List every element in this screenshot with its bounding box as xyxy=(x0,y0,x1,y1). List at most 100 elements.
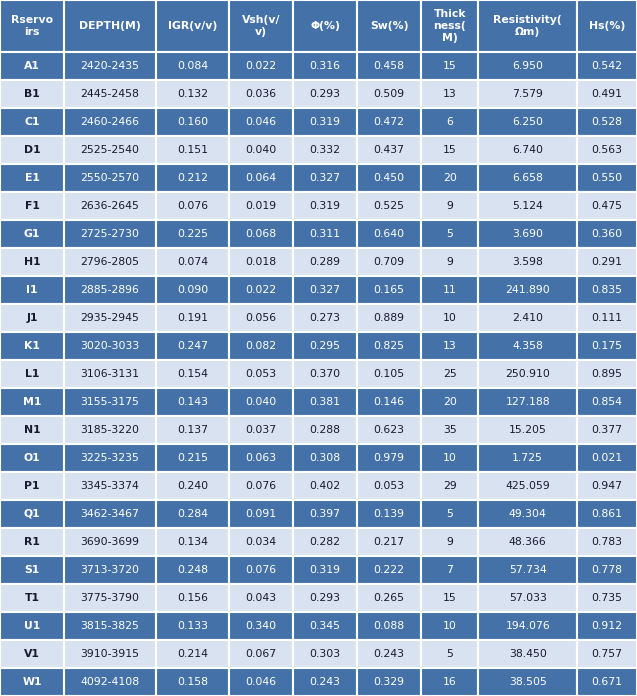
Text: Thick
ness(
M): Thick ness( M) xyxy=(433,9,466,42)
Text: 2550-2570: 2550-2570 xyxy=(80,173,140,183)
Text: 425.059: 425.059 xyxy=(505,481,550,491)
FancyBboxPatch shape xyxy=(478,500,577,528)
FancyBboxPatch shape xyxy=(64,108,156,136)
Text: 16: 16 xyxy=(443,677,457,687)
FancyBboxPatch shape xyxy=(293,248,357,276)
Text: 15: 15 xyxy=(443,593,457,603)
FancyBboxPatch shape xyxy=(293,472,357,500)
Text: 2.410: 2.410 xyxy=(512,313,543,323)
Text: 10: 10 xyxy=(443,453,457,463)
Text: C1: C1 xyxy=(24,117,39,127)
FancyBboxPatch shape xyxy=(478,164,577,192)
Text: 0.222: 0.222 xyxy=(374,565,404,575)
FancyBboxPatch shape xyxy=(478,192,577,220)
Text: 0.158: 0.158 xyxy=(177,677,208,687)
Text: 0.623: 0.623 xyxy=(374,425,404,435)
FancyBboxPatch shape xyxy=(293,192,357,220)
FancyBboxPatch shape xyxy=(156,248,229,276)
Text: 0.319: 0.319 xyxy=(310,117,341,127)
FancyBboxPatch shape xyxy=(421,612,478,640)
FancyBboxPatch shape xyxy=(478,640,577,668)
FancyBboxPatch shape xyxy=(577,80,637,108)
Text: N1: N1 xyxy=(24,425,40,435)
Text: 5: 5 xyxy=(447,509,453,519)
FancyBboxPatch shape xyxy=(0,584,64,612)
FancyBboxPatch shape xyxy=(357,668,421,696)
Text: 10: 10 xyxy=(443,313,457,323)
Text: 0.243: 0.243 xyxy=(374,649,404,659)
FancyBboxPatch shape xyxy=(421,584,478,612)
Text: 0.212: 0.212 xyxy=(177,173,208,183)
Text: 2796-2805: 2796-2805 xyxy=(80,257,140,267)
Text: 0.191: 0.191 xyxy=(177,313,208,323)
FancyBboxPatch shape xyxy=(478,556,577,584)
FancyBboxPatch shape xyxy=(478,136,577,164)
FancyBboxPatch shape xyxy=(421,164,478,192)
FancyBboxPatch shape xyxy=(577,136,637,164)
FancyBboxPatch shape xyxy=(478,80,577,108)
FancyBboxPatch shape xyxy=(421,388,478,416)
FancyBboxPatch shape xyxy=(64,472,156,500)
Text: 241.890: 241.890 xyxy=(505,285,550,295)
Text: 3690-3699: 3690-3699 xyxy=(80,537,140,547)
Text: 127.188: 127.188 xyxy=(505,397,550,407)
FancyBboxPatch shape xyxy=(229,220,293,248)
FancyBboxPatch shape xyxy=(577,304,637,332)
FancyBboxPatch shape xyxy=(64,556,156,584)
FancyBboxPatch shape xyxy=(64,52,156,80)
Text: 0.084: 0.084 xyxy=(177,61,208,71)
FancyBboxPatch shape xyxy=(0,612,64,640)
FancyBboxPatch shape xyxy=(293,52,357,80)
FancyBboxPatch shape xyxy=(478,304,577,332)
FancyBboxPatch shape xyxy=(421,668,478,696)
FancyBboxPatch shape xyxy=(156,612,229,640)
FancyBboxPatch shape xyxy=(357,584,421,612)
FancyBboxPatch shape xyxy=(293,640,357,668)
FancyBboxPatch shape xyxy=(577,388,637,416)
FancyBboxPatch shape xyxy=(156,52,229,80)
FancyBboxPatch shape xyxy=(421,136,478,164)
FancyBboxPatch shape xyxy=(357,612,421,640)
Text: 57.734: 57.734 xyxy=(509,565,547,575)
Text: 2445-2458: 2445-2458 xyxy=(80,89,140,99)
Text: 0.111: 0.111 xyxy=(592,313,622,323)
Text: 3713-3720: 3713-3720 xyxy=(80,565,140,575)
Text: 0.345: 0.345 xyxy=(310,621,341,631)
Text: 3185-3220: 3185-3220 xyxy=(80,425,140,435)
FancyBboxPatch shape xyxy=(64,164,156,192)
FancyBboxPatch shape xyxy=(478,360,577,388)
Text: 25: 25 xyxy=(443,369,457,379)
FancyBboxPatch shape xyxy=(478,0,577,52)
Text: 0.889: 0.889 xyxy=(374,313,404,323)
Text: 3910-3915: 3910-3915 xyxy=(80,649,140,659)
Text: 0.053: 0.053 xyxy=(245,369,276,379)
FancyBboxPatch shape xyxy=(293,136,357,164)
FancyBboxPatch shape xyxy=(0,192,64,220)
FancyBboxPatch shape xyxy=(64,528,156,556)
Text: E1: E1 xyxy=(25,173,39,183)
FancyBboxPatch shape xyxy=(64,276,156,304)
FancyBboxPatch shape xyxy=(421,220,478,248)
FancyBboxPatch shape xyxy=(357,192,421,220)
Text: 0.082: 0.082 xyxy=(245,341,276,351)
Text: 0.067: 0.067 xyxy=(245,649,276,659)
FancyBboxPatch shape xyxy=(229,304,293,332)
Text: 0.132: 0.132 xyxy=(177,89,208,99)
FancyBboxPatch shape xyxy=(0,556,64,584)
Text: G1: G1 xyxy=(24,229,40,239)
Text: 0.308: 0.308 xyxy=(310,453,341,463)
FancyBboxPatch shape xyxy=(577,0,637,52)
Text: 0.091: 0.091 xyxy=(245,509,276,519)
Text: J1: J1 xyxy=(26,313,38,323)
FancyBboxPatch shape xyxy=(156,304,229,332)
Text: 13: 13 xyxy=(443,341,457,351)
Text: B1: B1 xyxy=(24,89,40,99)
FancyBboxPatch shape xyxy=(156,108,229,136)
FancyBboxPatch shape xyxy=(156,136,229,164)
Text: 0.327: 0.327 xyxy=(310,285,341,295)
Text: 0.053: 0.053 xyxy=(373,481,404,491)
Text: 0.064: 0.064 xyxy=(245,173,276,183)
Text: 0.293: 0.293 xyxy=(310,89,341,99)
FancyBboxPatch shape xyxy=(156,472,229,500)
Text: 0.273: 0.273 xyxy=(310,313,341,323)
